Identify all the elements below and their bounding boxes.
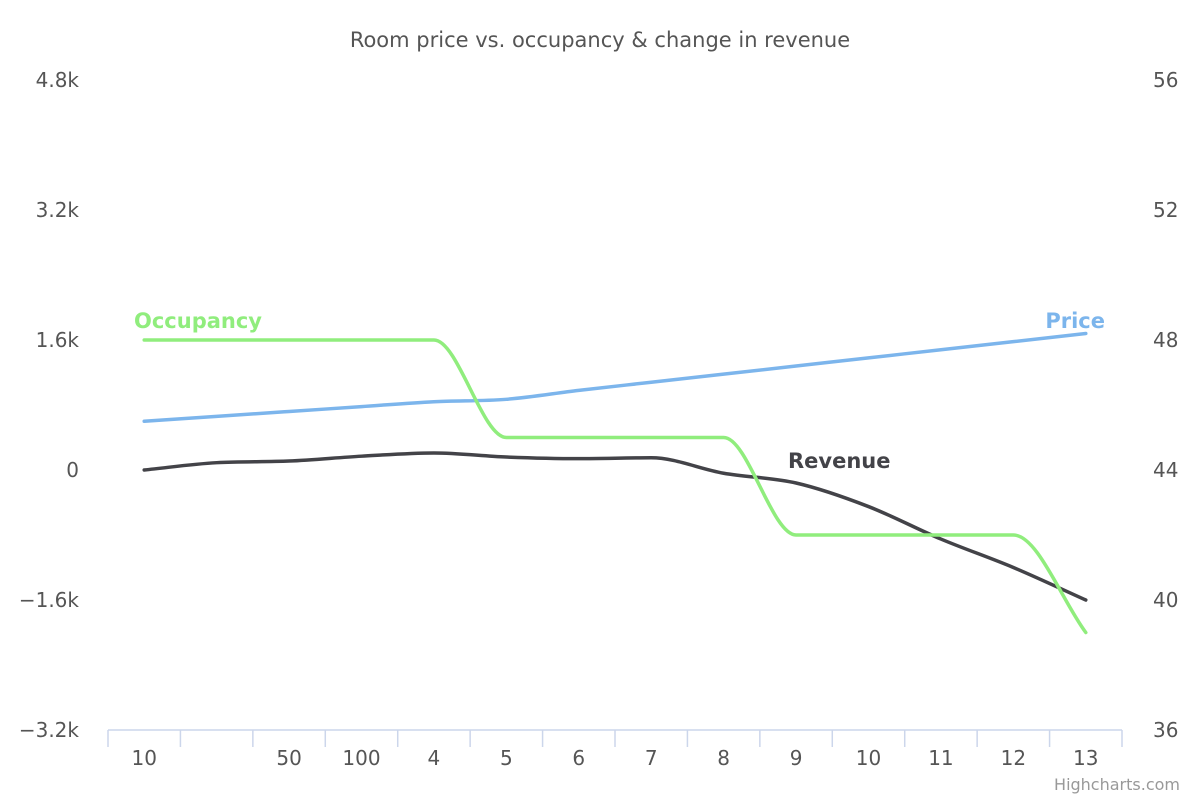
x-tick-label: 4 — [428, 746, 441, 770]
x-tick-label: 9 — [790, 746, 803, 770]
y-left-tick-label: 3.2k — [36, 198, 80, 222]
series-label-occupancy: Occupancy — [134, 309, 262, 333]
x-tick-label: 7 — [645, 746, 658, 770]
y-left-tick-label: 1.6k — [36, 328, 80, 352]
x-tick-label: 100 — [342, 746, 380, 770]
series-line-occupancy — [142, 338, 1088, 635]
y-left-tick-label: 0 — [66, 458, 79, 482]
y-right-tick-label: 52 — [1153, 198, 1178, 222]
x-tick-label: 13 — [1073, 746, 1098, 770]
series-label-revenue: Revenue — [788, 449, 891, 473]
y-right-tick-label: 40 — [1153, 588, 1178, 612]
y-left-axis-labels: 4.8k 3.2k 1.6k 0 −1.6k −3.2k — [19, 68, 80, 742]
y-right-tick-label: 56 — [1153, 68, 1178, 92]
series-lines — [142, 331, 1088, 635]
y-right-axis-labels: 56 52 48 44 40 36 — [1153, 68, 1178, 742]
y-right-tick-label: 36 — [1153, 718, 1178, 742]
series-line-price — [142, 331, 1088, 423]
y-right-tick-label: 48 — [1153, 328, 1178, 352]
x-tick-label: 10 — [131, 746, 156, 770]
x-tick-label: 5 — [500, 746, 513, 770]
x-tick-label: 50 — [276, 746, 301, 770]
series-labels: Occupancy Price Revenue — [134, 309, 1105, 473]
x-axis: 10 50 100 4 5 6 7 8 9 10 11 12 13 — [107, 729, 1123, 770]
y-right-tick-label: 44 — [1153, 458, 1178, 482]
x-tick-label: 12 — [1001, 746, 1026, 770]
y-left-tick-label: −3.2k — [19, 718, 80, 742]
x-tick-label: 10 — [856, 746, 881, 770]
x-tick-label: 6 — [572, 746, 585, 770]
chart-title: Room price vs. occupancy & change in rev… — [350, 28, 850, 52]
x-tick-label: 8 — [717, 746, 730, 770]
x-tick-label: 11 — [928, 746, 953, 770]
y-left-tick-label: −1.6k — [19, 588, 80, 612]
series-label-price: Price — [1045, 309, 1105, 333]
y-left-tick-label: 4.8k — [36, 68, 80, 92]
credits[interactable]: Highcharts.com — [1054, 775, 1180, 794]
